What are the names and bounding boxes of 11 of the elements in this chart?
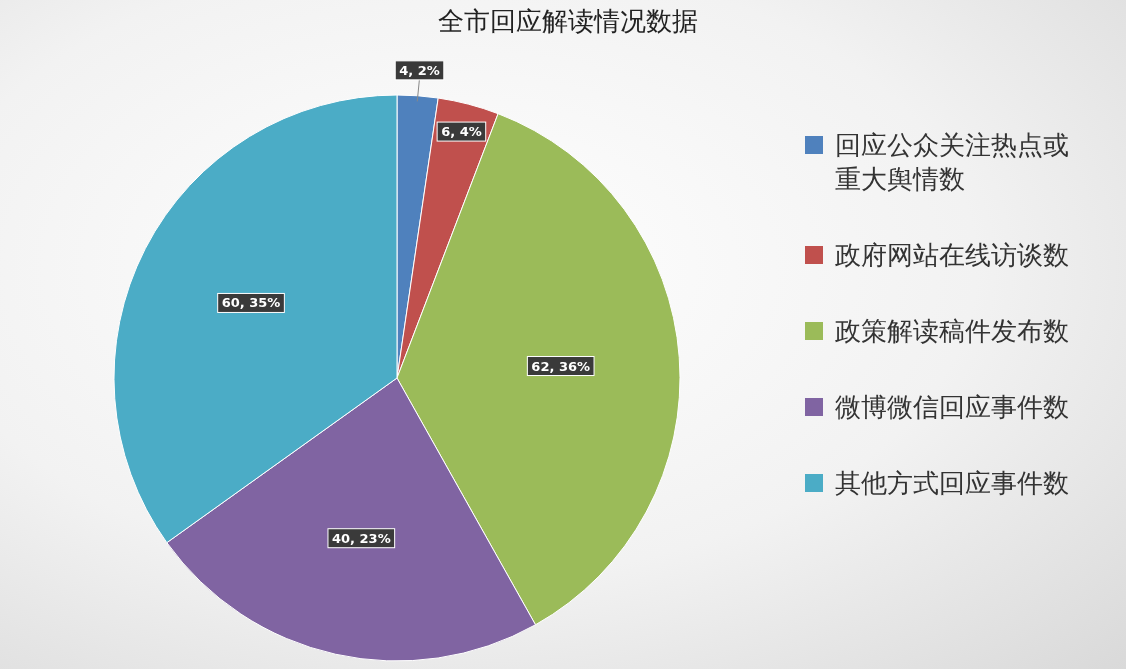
- data-label: 4, 2%: [399, 62, 440, 78]
- legend-label: 政府网站在线访谈数: [835, 240, 1069, 270]
- legend-label: 其他方式回应事件数: [835, 468, 1069, 498]
- data-label: 6, 4%: [441, 124, 482, 140]
- data-label: 40, 23%: [331, 530, 391, 546]
- slice-label: 政策解读稿件发布数: [835, 316, 1069, 346]
- data-label: 60, 35%: [221, 295, 281, 311]
- legend-label: 微博微信回应事件数: [835, 392, 1069, 422]
- chart-title: 全市回应解读情况数据: [438, 6, 698, 36]
- legend-label: 回应公众关注热点或重大舆情数: [835, 130, 1069, 194]
- data-label: 62, 36%: [531, 358, 591, 374]
